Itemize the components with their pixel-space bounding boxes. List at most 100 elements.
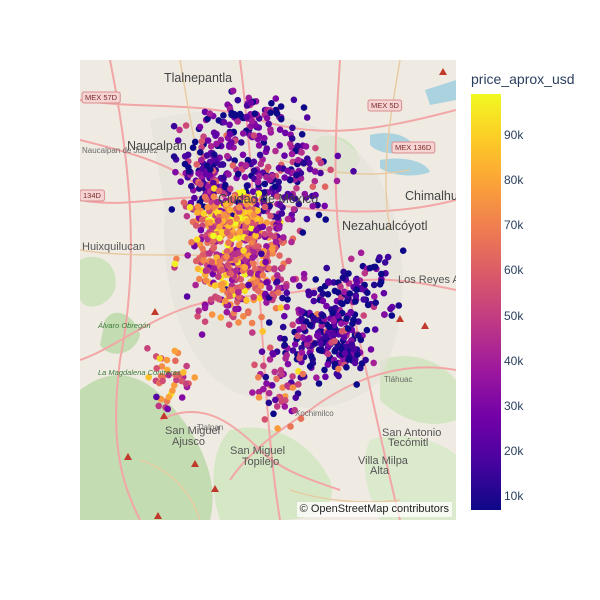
listing-point[interactable] <box>295 200 303 208</box>
listing-point[interactable] <box>261 230 269 238</box>
listing-point[interactable] <box>338 328 346 335</box>
listing-point[interactable] <box>260 189 268 196</box>
listing-point[interactable] <box>191 138 199 146</box>
listing-point[interactable] <box>321 202 328 210</box>
listing-point[interactable] <box>326 323 333 331</box>
listing-point[interactable] <box>309 202 316 210</box>
listing-point[interactable] <box>276 126 284 133</box>
listing-point[interactable] <box>366 264 374 272</box>
listing-point[interactable] <box>314 201 321 209</box>
listing-point[interactable] <box>257 282 265 290</box>
listing-point[interactable] <box>158 363 166 370</box>
listing-point[interactable] <box>334 152 342 160</box>
listing-point[interactable] <box>258 250 265 258</box>
listing-point[interactable] <box>220 174 227 182</box>
listing-point[interactable] <box>388 312 396 319</box>
listing-point[interactable] <box>259 272 267 279</box>
listing-point[interactable] <box>345 270 352 277</box>
listing-point[interactable] <box>248 117 256 125</box>
listing-point[interactable] <box>331 287 339 295</box>
listing-point[interactable] <box>236 204 243 211</box>
listing-point[interactable] <box>265 319 273 326</box>
listing-point[interactable] <box>321 183 329 190</box>
listing-point[interactable] <box>207 143 215 150</box>
listing-point[interactable] <box>363 326 371 334</box>
listing-point[interactable] <box>303 215 311 223</box>
listing-point[interactable] <box>206 250 213 257</box>
listing-point[interactable] <box>308 353 315 360</box>
listing-point[interactable] <box>192 281 199 289</box>
listing-point[interactable] <box>352 298 359 305</box>
listing-point[interactable] <box>241 287 249 295</box>
listing-point[interactable] <box>249 254 256 261</box>
listing-point[interactable] <box>172 168 179 176</box>
listing-point[interactable] <box>239 151 247 159</box>
listing-point[interactable] <box>172 371 179 379</box>
listing-point[interactable] <box>208 258 216 266</box>
listing-point[interactable] <box>323 302 330 310</box>
listing-point[interactable] <box>317 169 324 177</box>
map-area[interactable]: Tlalnepantla Naucalpan Chimalhu Nezahualcóy… <box>80 60 456 520</box>
listing-point[interactable] <box>236 110 244 118</box>
listing-point[interactable] <box>226 130 234 138</box>
listing-point[interactable] <box>353 381 361 388</box>
listing-point[interactable] <box>250 293 257 301</box>
listing-point[interactable] <box>263 219 271 226</box>
listing-point[interactable] <box>214 217 222 224</box>
listing-point[interactable] <box>296 354 303 362</box>
listing-point[interactable] <box>281 312 288 320</box>
listing-point[interactable] <box>267 109 274 116</box>
listing-point[interactable] <box>268 245 276 253</box>
listing-point[interactable] <box>343 315 350 322</box>
listing-point[interactable] <box>268 382 276 389</box>
listing-point[interactable] <box>212 132 219 139</box>
listing-point[interactable] <box>197 226 205 234</box>
listing-point[interactable] <box>241 264 249 271</box>
listing-point[interactable] <box>319 290 327 297</box>
listing-point[interactable] <box>251 265 259 273</box>
listing-point[interactable] <box>225 171 232 178</box>
listing-point[interactable] <box>317 347 325 354</box>
listing-point[interactable] <box>281 152 288 159</box>
listing-point[interactable] <box>234 118 241 125</box>
listing-point[interactable] <box>218 266 226 274</box>
listing-point[interactable] <box>210 265 218 272</box>
listing-point[interactable] <box>297 415 305 423</box>
listing-point[interactable] <box>244 309 252 317</box>
listing-point[interactable] <box>372 299 380 306</box>
listing-point[interactable] <box>243 182 251 189</box>
listing-point[interactable] <box>283 303 291 311</box>
listing-point[interactable] <box>171 347 179 355</box>
listing-point[interactable] <box>294 156 302 164</box>
listing-point[interactable] <box>275 178 282 186</box>
listing-point[interactable] <box>193 236 201 243</box>
listing-point[interactable] <box>279 323 287 331</box>
listing-point[interactable] <box>276 142 283 149</box>
listing-point[interactable] <box>235 319 242 326</box>
listing-point[interactable] <box>341 288 348 296</box>
listing-point[interactable] <box>250 132 258 139</box>
listing-point[interactable] <box>164 405 171 413</box>
listing-point[interactable] <box>235 249 242 256</box>
listing-point[interactable] <box>153 365 160 372</box>
listing-point[interactable] <box>354 351 361 358</box>
listing-point[interactable] <box>177 178 184 185</box>
listing-point[interactable] <box>198 331 206 338</box>
listing-point[interactable] <box>164 366 171 374</box>
listing-point[interactable] <box>270 410 277 418</box>
listing-point[interactable] <box>331 337 338 345</box>
listing-point[interactable] <box>227 196 235 203</box>
listing-point[interactable] <box>300 323 307 331</box>
listing-point[interactable] <box>262 373 270 381</box>
listing-point[interactable] <box>271 233 278 241</box>
listing-point[interactable] <box>310 297 318 305</box>
listing-point[interactable] <box>171 381 178 389</box>
listing-point[interactable] <box>202 267 210 274</box>
listing-point[interactable] <box>197 149 204 156</box>
listing-point[interactable] <box>238 282 246 290</box>
listing-point[interactable] <box>272 304 280 312</box>
listing-point[interactable] <box>327 166 334 174</box>
listing-point[interactable] <box>247 224 255 232</box>
listing-point[interactable] <box>216 234 223 242</box>
listing-point[interactable] <box>251 110 259 117</box>
